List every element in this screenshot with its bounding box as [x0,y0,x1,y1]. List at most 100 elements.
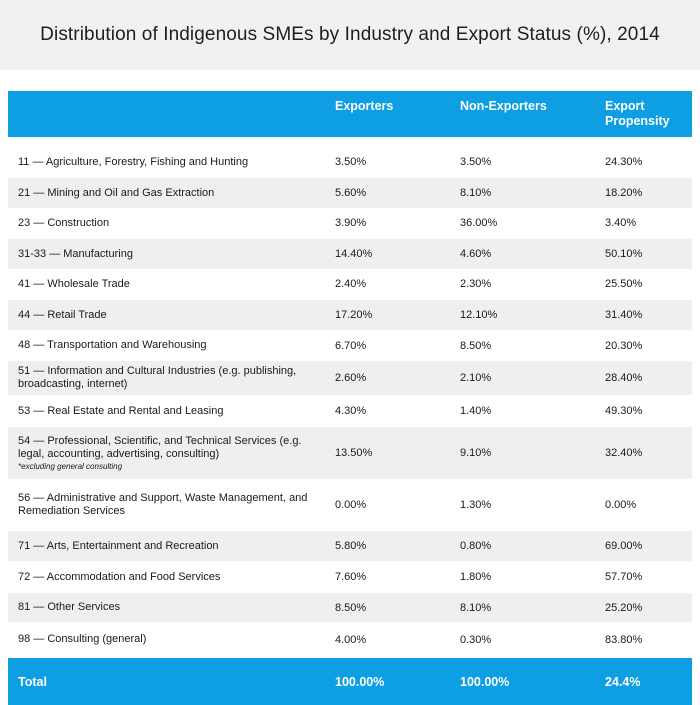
industry-cell: 53 — Real Estate and Rental and Leasing [18,396,328,426]
table-row: 54 — Professional, Scientific, and Techn… [8,427,692,479]
export-propensity-cell: 31.40% [605,309,643,321]
exporters-cell: 3.50% [335,156,367,168]
exporters-cell: 0.00% [335,499,367,511]
non-exporters-cell: 8.10% [460,187,492,199]
exporters-cell: 17.20% [335,309,373,321]
industry-label: 21 — Mining and Oil and Gas Extraction [18,186,215,199]
export-propensity-cell: 28.40% [605,372,643,384]
export-propensity-cell: 83.80% [605,633,643,646]
title-bar: Distribution of Indigenous SMEs by Indus… [0,0,700,70]
industry-cell: 71 — Arts, Entertainment and Recreation [18,531,328,561]
exporters-cell: 2.60% [335,372,367,384]
export-propensity-cell: 49.30% [605,405,643,417]
total-export-propensity: 24.4% [605,674,641,689]
export-propensity-cell: 50.10% [605,248,643,260]
industry-label: 72 — Accommodation and Food Services [18,570,221,583]
industry-label: 71 — Arts, Entertainment and Recreation [18,539,219,552]
non-exporters-cell: 36.00% [460,217,498,229]
header-export-propensity: Export Propensity [605,99,670,128]
exporters-cell: 13.50% [335,447,373,459]
export-propensity-cell: 3.40% [605,217,637,229]
non-exporters-cell: 1.30% [460,499,492,511]
exporters-cell: 6.70% [335,339,367,352]
export-propensity-cell: 18.20% [605,187,643,199]
data-table: Exporters Non-Exporters Export Propensit… [8,91,692,705]
export-propensity-cell: 24.30% [605,156,643,168]
table-row: 51 — Information and Cultural Industries… [8,361,692,395]
exporters-cell: 2.40% [335,278,367,290]
non-exporters-cell: 12.10% [460,309,498,321]
exporters-cell: 3.90% [335,217,367,229]
industry-label: 23 — Construction [18,216,110,229]
non-exporters-cell: 9.10% [460,447,492,459]
industry-cell: 23 — Construction [18,208,328,238]
industry-cell: 11 — Agriculture, Forestry, Fishing and … [18,147,328,177]
industry-cell: 31-33 — Manufacturing [18,239,328,269]
non-exporters-cell: 1.80% [460,571,492,583]
industry-label: 56 — Administrative and Support, Waste M… [18,492,308,517]
industry-cell: 48 — Transportation and Warehousing [18,331,328,360]
non-exporters-cell: 0.30% [460,633,492,646]
industry-label: 53 — Real Estate and Rental and Leasing [18,404,224,417]
table-row: 81 — Other Services 8.50% 8.10% 25.20% [8,593,692,622]
industry-footnote: *excluding general consulting [18,461,123,471]
industry-cell: 54 — Professional, Scientific, and Techn… [18,427,328,479]
header-non-exporters: Non-Exporters [460,99,547,113]
table-header-row: Exporters Non-Exporters Export Propensit… [8,91,692,137]
non-exporters-cell: 2.30% [460,278,492,290]
export-propensity-cell: 25.20% [605,601,643,614]
export-propensity-cell: 25.50% [605,278,643,290]
industry-cell: 44 — Retail Trade [18,300,328,330]
industry-label: 31-33 — Manufacturing [18,247,133,260]
industry-label: 41 — Wholesale Trade [18,277,130,290]
table-row: 31-33 — Manufacturing 14.40% 4.60% 50.10% [8,239,692,269]
industry-cell: 21 — Mining and Oil and Gas Extraction [18,178,328,208]
non-exporters-cell: 8.50% [460,339,492,352]
non-exporters-cell: 2.10% [460,372,492,384]
table-row: 53 — Real Estate and Rental and Leasing 4… [8,396,692,426]
table-row: 72 — Accommodation and Food Services 7.60… [8,562,692,592]
exporters-cell: 4.00% [335,633,367,646]
exporters-cell: 8.50% [335,601,367,614]
exporters-cell: 14.40% [335,248,373,260]
industry-cell: 98 — Consulting (general) [18,623,328,656]
exporters-cell: 4.30% [335,405,367,417]
total-row: Total 100.00% 100.00% 24.4% [8,658,692,705]
industry-cell: 72 — Accommodation and Food Services [18,562,328,592]
industry-label: 81 — Other Services [18,601,121,613]
industry-cell: 51 — Information and Cultural Industries… [18,361,328,395]
page-title: Distribution of Indigenous SMEs by Indus… [40,24,660,45]
table-row: 11 — Agriculture, Forestry, Fishing and … [8,147,692,177]
export-propensity-cell: 20.30% [605,339,643,352]
table-row: 23 — Construction 3.90% 36.00% 3.40% [8,208,692,238]
non-exporters-cell: 8.10% [460,601,492,614]
export-propensity-cell: 32.40% [605,447,643,459]
total-label: Total [18,674,47,689]
non-exporters-cell: 3.50% [460,156,492,168]
industry-label: 51 — Information and Cultural Industries… [18,365,297,390]
export-propensity-cell: 69.00% [605,540,643,552]
table-row: 48 — Transportation and Warehousing 6.70%… [8,331,692,360]
non-exporters-cell: 0.80% [460,540,492,552]
non-exporters-cell: 1.40% [460,405,492,417]
exporters-cell: 7.60% [335,571,367,583]
exporters-cell: 5.60% [335,187,367,199]
table-row: 71 — Arts, Entertainment and Recreation 5… [8,531,692,561]
export-propensity-cell: 0.00% [605,499,637,511]
table-row: 98 — Consulting (general) 4.00% 0.30% 83.80… [8,623,692,656]
table-row: 44 — Retail Trade 17.20% 12.10% 31.40% [8,300,692,330]
table-row: 21 — Mining and Oil and Gas Extraction 5.… [8,178,692,208]
industry-label: 98 — Consulting (general) [18,633,147,645]
industry-cell: 56 — Administrative and Support, Waste M… [18,480,328,530]
industry-label: 48 — Transportation and Warehousing [18,339,207,351]
export-propensity-cell: 57.70% [605,571,643,583]
industry-label: 44 — Retail Trade [18,308,107,321]
table-row: 41 — Wholesale Trade 2.40% 2.30% 25.50% [8,269,692,299]
exporters-cell: 5.80% [335,540,367,552]
non-exporters-cell: 4.60% [460,248,492,260]
industry-cell: 81 — Other Services [18,593,328,622]
header-exporters: Exporters [335,99,394,113]
total-non-exporters: 100.00% [460,674,510,689]
table-row: 56 — Administrative and Support, Waste M… [8,480,692,530]
industry-label: 11 — Agriculture, Forestry, Fishing and … [18,155,249,168]
